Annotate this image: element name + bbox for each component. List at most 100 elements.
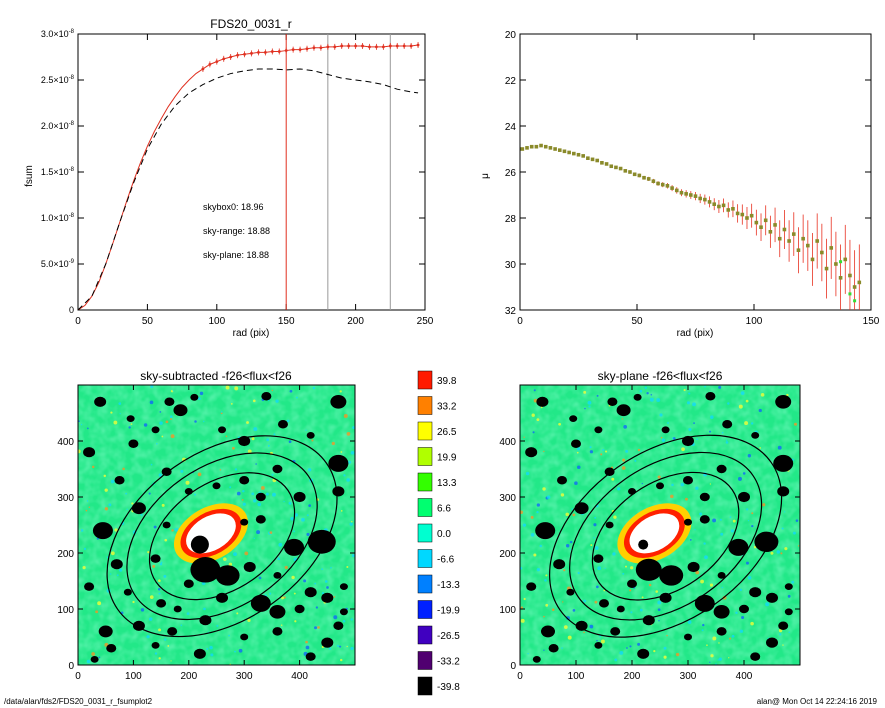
mu-point (637, 173, 642, 178)
star-mask (616, 605, 625, 613)
noise-speckle (603, 589, 606, 592)
star-mask (751, 432, 760, 439)
noise-speckle (536, 567, 541, 572)
mu-point (674, 188, 679, 193)
noise-speckle (91, 465, 95, 469)
mu-point-alt (853, 299, 857, 303)
mu-point (703, 197, 707, 202)
noise-speckle (720, 532, 724, 536)
noise-speckle (351, 554, 355, 558)
colorbar-swatch (417, 625, 433, 645)
noise-speckle (342, 620, 346, 623)
noise-speckle (232, 446, 235, 450)
mu-y-ticks: 20 22 24 26 28 30 32 (505, 30, 871, 317)
noise-speckle (709, 583, 714, 587)
fsum-point (298, 48, 302, 52)
noise-speckle (626, 647, 628, 649)
noise-speckle (533, 389, 536, 392)
noise-speckle (701, 629, 704, 632)
star-mask (83, 447, 96, 458)
noise-speckle (267, 444, 270, 447)
noise-speckle (317, 626, 320, 629)
mu-point (824, 266, 829, 271)
mu-plot-frame (519, 33, 872, 311)
noise-speckle (543, 649, 545, 651)
mu-point (684, 192, 688, 196)
y-tick-label: 28 (505, 214, 517, 225)
mu-point (801, 236, 805, 241)
noise-speckle (725, 441, 729, 444)
noise-speckle (718, 642, 720, 644)
star-mask (749, 587, 762, 598)
noise-speckle (146, 635, 150, 639)
mu-point (543, 144, 548, 149)
star-mask (150, 554, 161, 563)
noise-speckle (751, 524, 754, 528)
x-tick-label: 200 (347, 316, 364, 327)
star-mask (557, 475, 567, 485)
noise-speckle (542, 487, 546, 491)
fsum-point (243, 52, 246, 56)
mu-point (693, 194, 698, 198)
noise-speckle (648, 583, 652, 587)
noise-speckle (260, 486, 265, 490)
noise-speckle (525, 471, 530, 476)
noise-speckle (531, 413, 535, 417)
noise-speckle (293, 592, 296, 595)
noise-speckle (594, 516, 597, 519)
mu-point (791, 232, 796, 236)
mu-point (712, 202, 717, 206)
star-mask (775, 395, 792, 409)
noise-speckle (693, 422, 695, 425)
y-tick-label: 200 (57, 549, 74, 560)
fsum-point (250, 51, 253, 55)
noise-speckle (241, 499, 244, 501)
noise-speckle (236, 612, 239, 615)
noise-speckle (312, 386, 316, 390)
noise-speckle (594, 546, 599, 550)
noise-speckle (725, 439, 728, 441)
fsum-point (333, 45, 337, 49)
star-mask (240, 633, 249, 641)
noise-speckle (109, 573, 112, 575)
noise-speckle (779, 633, 782, 636)
noise-speckle (321, 568, 324, 571)
noise-speckle (172, 390, 174, 392)
noise-speckle (709, 483, 712, 485)
mu-point (754, 220, 759, 225)
mu-point (567, 150, 571, 155)
noise-speckle (681, 447, 685, 452)
noise-speckle (717, 659, 719, 661)
noise-speckle (551, 608, 555, 611)
fsum-point (409, 44, 413, 48)
noise-speckle (85, 509, 88, 512)
noise-speckle (346, 565, 349, 569)
noise-speckle (760, 393, 765, 397)
mu-point (656, 181, 660, 186)
star-mask (321, 637, 334, 648)
colorbar-level-label: 26.5 (437, 427, 457, 438)
colorbar-level-label: -26.5 (437, 631, 460, 642)
noise-speckle (288, 440, 292, 444)
noise-speckle (174, 527, 179, 532)
fsum-point (201, 67, 205, 71)
noise-speckle (596, 639, 598, 642)
fsum-point (319, 46, 323, 50)
mu-point (745, 216, 749, 220)
y-tick-label: 0 (68, 661, 74, 672)
star-mask (151, 642, 160, 649)
noise-speckle (780, 552, 783, 555)
noise-speckle (148, 492, 151, 495)
mu-point (810, 257, 815, 262)
noise-speckle (600, 453, 603, 456)
mu-y-label: μ (480, 173, 491, 179)
noise-speckle (314, 582, 317, 585)
noise-speckle (307, 468, 312, 472)
noise-speckle (234, 386, 239, 391)
noise-speckle (170, 660, 172, 662)
fsum-point (416, 43, 420, 47)
noise-speckle (745, 561, 749, 565)
noise-speckle (596, 585, 599, 589)
noise-speckle (622, 572, 625, 575)
noise-speckle (793, 422, 798, 426)
